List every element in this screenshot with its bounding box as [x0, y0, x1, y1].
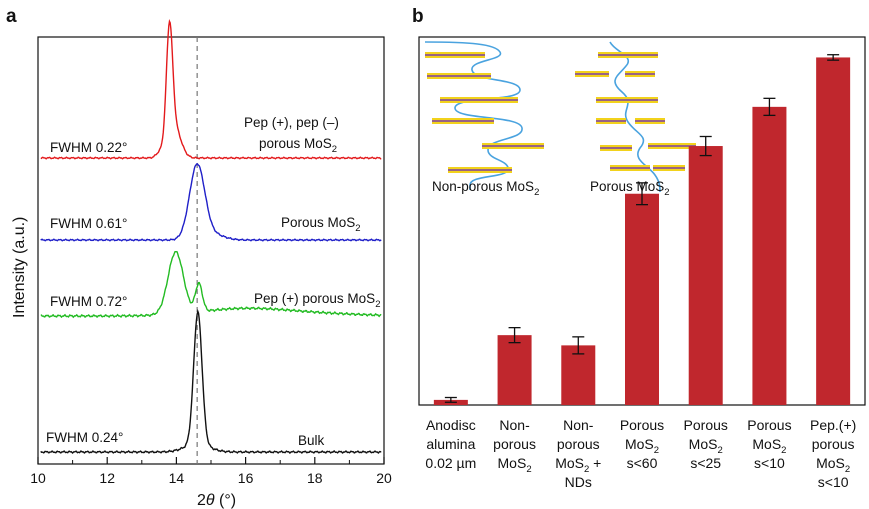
series-label-red-sub: 2 — [332, 144, 337, 155]
panel-b-error-bars — [444, 54, 840, 403]
bar — [816, 57, 851, 405]
series-label-red-line1: Pep (+), pep (–) — [244, 115, 339, 130]
x-tick-label: 18 — [307, 470, 323, 486]
panel-a-x-title: 2θ (°) — [197, 492, 236, 509]
bar — [497, 335, 532, 405]
category-label: Porous — [620, 417, 664, 433]
fwhm-label-red: FWHM 0.22° — [50, 140, 127, 155]
bar — [752, 106, 787, 405]
category-label: MoS2 + — [555, 455, 601, 475]
category-label: s<10 — [818, 474, 849, 490]
category-label: MoS2 — [625, 436, 659, 456]
inset-left-rods — [425, 52, 544, 173]
bar — [625, 193, 659, 405]
category-label: s<10 — [754, 455, 785, 471]
category-label: s<60 — [627, 455, 658, 471]
fwhm-label-black: FWHM 0.24° — [46, 430, 123, 445]
category-label: Non- — [499, 417, 530, 433]
inset-right-label-sub: 2 — [664, 187, 669, 198]
x-title-unit: (°) — [215, 492, 237, 509]
series-label-green-sub: 2 — [375, 299, 380, 310]
x-title-two: 2 — [197, 492, 206, 509]
panel-letter-b: b — [412, 6, 424, 27]
category-label: porous — [557, 436, 600, 452]
panel-a-line-chart: 10 12 14 16 18 20 FWHM 0.22° FWHM 0.61° FWHM … — [11, 19, 392, 509]
inset-left-peptide-path — [424, 41, 523, 190]
category-label: Porous — [684, 417, 728, 433]
series-label-blue-text: Porous MoS — [281, 215, 355, 230]
inset-non-porous: Non-porous MoS2 — [424, 41, 544, 198]
series-label-blue-sub: 2 — [355, 223, 360, 234]
inset-left-label-text: Non-porous MoS — [432, 179, 534, 194]
category-label: MoS2 — [689, 436, 723, 456]
inset-right-rods — [575, 52, 696, 171]
fwhm-label-green: FWHM 0.72° — [50, 294, 127, 309]
category-label: Pep.(+) — [810, 417, 856, 433]
series-label-green: Pep (+) porous MoS2 — [254, 291, 380, 310]
panel-b-bar-chart: Non-porous MoS2 Porous MoS2 Anodiscalumi… — [418, 36, 866, 490]
panel-b-bars — [433, 57, 851, 405]
inset-left-label-sub: 2 — [534, 187, 539, 198]
x-tick-label: 16 — [238, 470, 254, 486]
category-label: s<25 — [690, 455, 721, 471]
bar — [561, 345, 596, 405]
category-label: MoS2 — [498, 455, 532, 475]
series-label-black: Bulk — [298, 433, 325, 448]
x-tick-label: 14 — [169, 470, 185, 486]
bar — [688, 146, 723, 405]
x-tick-label: 10 — [30, 470, 46, 486]
panel-a-frame — [37, 36, 385, 465]
x-tick-label: 20 — [376, 470, 392, 486]
category-label: MoS2 — [816, 455, 850, 475]
panel-a-x-ticks: 10 12 14 16 18 20 — [30, 457, 392, 486]
panel-a-y-title: Intensity (a.u.) — [11, 217, 28, 318]
series-label-green-text: Pep (+) porous MoS — [254, 291, 375, 306]
series-label-red-text: porous MoS — [259, 136, 332, 151]
fwhm-label-blue: FWHM 0.61° — [50, 216, 127, 231]
panel-letter-a: a — [6, 6, 17, 27]
category-label: Anodisc — [426, 417, 476, 433]
xrd-curve — [40, 162, 382, 242]
xrd-curve — [40, 250, 382, 319]
x-tick-label: 12 — [99, 470, 115, 486]
inset-right-peptide-path — [609, 41, 661, 193]
category-label: porous — [493, 436, 536, 452]
xrd-curve — [40, 19, 382, 160]
category-label: Porous — [747, 417, 791, 433]
category-label: MoS2 — [752, 436, 786, 456]
inset-right-label-text: Porous MoS — [590, 179, 664, 194]
x-title-theta: θ — [206, 492, 215, 509]
inset-porous: Porous MoS2 — [575, 41, 696, 198]
category-label: Non- — [563, 417, 594, 433]
panel-b-category-labels: Anodisc alumina 0.02 µm Non-porous MoS2 Non-p… — [425, 417, 856, 490]
xrd-curve — [40, 308, 382, 454]
category-label: 0.02 µm — [425, 455, 476, 471]
panel-a-curves — [40, 19, 382, 454]
inset-left-label: Non-porous MoS2 — [432, 179, 539, 198]
category-label: alumina — [426, 436, 475, 452]
series-label-blue: Porous MoS2 — [281, 215, 361, 234]
category-label: NDs — [565, 474, 592, 490]
category-label: porous — [812, 436, 855, 452]
series-label-red-line2: porous MoS2 — [259, 136, 337, 155]
